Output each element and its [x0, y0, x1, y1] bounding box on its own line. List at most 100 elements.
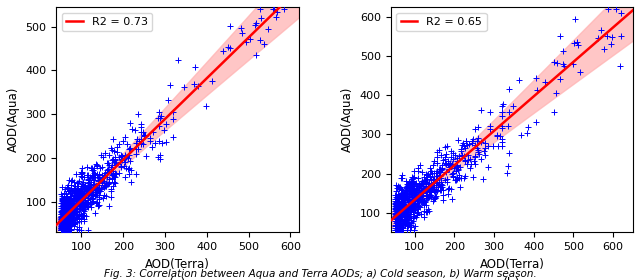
Point — [396, 216, 406, 221]
Point — [120, 160, 130, 164]
Point — [485, 123, 495, 128]
Point — [102, 175, 112, 179]
Point — [100, 183, 110, 188]
Point — [73, 189, 83, 193]
Point — [69, 186, 79, 190]
Point — [101, 194, 111, 198]
Point — [452, 159, 462, 163]
Point — [140, 133, 150, 137]
Point — [116, 153, 127, 157]
Point — [86, 166, 96, 171]
Point — [74, 216, 84, 221]
Point — [59, 228, 69, 232]
Point — [419, 175, 429, 179]
Point — [72, 186, 82, 190]
Point — [111, 171, 121, 176]
Point — [406, 218, 416, 222]
Point — [429, 197, 439, 202]
Point — [483, 144, 493, 148]
Point — [398, 204, 408, 208]
Point — [79, 204, 89, 209]
Point — [58, 199, 68, 204]
Point — [76, 192, 86, 197]
Point — [60, 228, 70, 232]
Point — [410, 202, 420, 207]
Point — [413, 169, 423, 173]
Point — [87, 186, 97, 191]
Point — [72, 209, 83, 214]
Point — [422, 209, 432, 214]
Point — [401, 221, 412, 226]
Point — [398, 226, 408, 230]
Point — [404, 183, 414, 188]
Point — [452, 165, 462, 169]
Point — [400, 209, 410, 214]
Point — [435, 174, 445, 178]
Point — [405, 181, 415, 185]
Point — [407, 202, 417, 207]
Point — [403, 205, 413, 210]
Point — [421, 172, 431, 176]
Point — [68, 204, 78, 209]
Point — [432, 188, 442, 193]
Point — [78, 197, 88, 202]
Point — [77, 175, 87, 179]
Point — [157, 141, 168, 145]
Point — [420, 200, 430, 205]
Point — [94, 203, 104, 207]
Point — [237, 31, 247, 35]
Point — [60, 208, 70, 212]
Point — [58, 213, 68, 218]
Point — [159, 128, 170, 133]
Point — [531, 120, 541, 125]
Point — [392, 211, 402, 215]
Point — [72, 192, 83, 196]
Point — [441, 162, 451, 166]
Point — [398, 205, 408, 210]
Point — [457, 142, 467, 147]
Text: (b): (b) — [503, 277, 521, 280]
Point — [72, 201, 82, 206]
Point — [391, 212, 401, 216]
Point — [401, 190, 411, 195]
Point — [401, 213, 411, 217]
Point — [72, 195, 82, 199]
Point — [58, 218, 68, 222]
Point — [65, 221, 76, 225]
Point — [394, 208, 404, 212]
Point — [417, 198, 428, 202]
Point — [278, 7, 289, 11]
Point — [92, 172, 102, 176]
Point — [396, 200, 406, 205]
Point — [412, 195, 422, 199]
Point — [513, 77, 524, 82]
Point — [447, 162, 458, 166]
Point — [67, 193, 77, 198]
Point — [417, 199, 428, 204]
Point — [72, 200, 83, 205]
Point — [453, 138, 463, 143]
Point — [59, 213, 69, 217]
Point — [57, 197, 67, 201]
Point — [60, 228, 70, 232]
Point — [61, 228, 72, 232]
Point — [412, 201, 422, 205]
Point — [65, 205, 75, 210]
Point — [63, 212, 73, 217]
Point — [78, 203, 88, 207]
Point — [91, 188, 101, 192]
Point — [442, 186, 452, 191]
Point — [76, 215, 86, 220]
Point — [399, 209, 409, 213]
Point — [68, 222, 79, 226]
Point — [87, 168, 97, 172]
Point — [423, 184, 433, 188]
Point — [111, 150, 122, 154]
Point — [391, 207, 401, 212]
Point — [401, 192, 412, 196]
Point — [56, 211, 67, 215]
Point — [401, 205, 411, 209]
Point — [71, 188, 81, 192]
Point — [406, 221, 416, 225]
Point — [81, 214, 92, 218]
